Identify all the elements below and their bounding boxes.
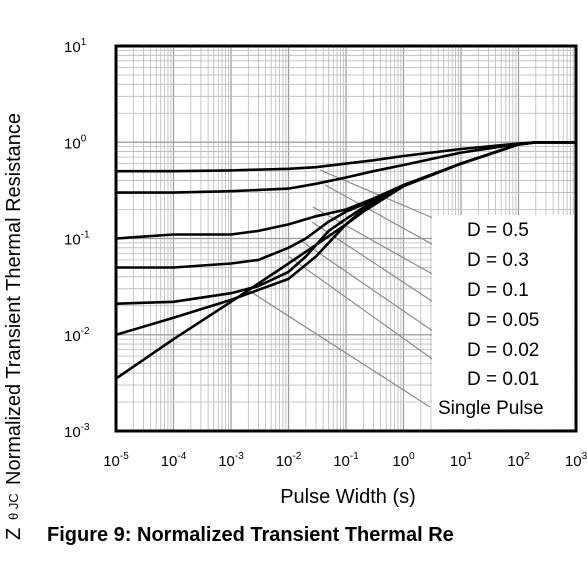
y-axis-label-symbol: Z [3, 528, 25, 540]
legend-label: D = 0.3 [467, 250, 529, 271]
legend-guide-line [287, 255, 460, 379]
legend-label: D = 0.02 [467, 340, 539, 361]
x-tick-label: 10-1 [333, 451, 359, 470]
legend: D = 0.5 D = 0.3 D = 0.1 D = 0.05 D = 0.02 D =… [438, 220, 544, 419]
legend-guide-line [247, 289, 431, 408]
legend-label: D = 0.1 [467, 280, 529, 301]
x-tick-label: 102 [507, 451, 530, 470]
y-tick-label: 10-2 [64, 326, 90, 345]
y-axis-label: Z θ JC Normalized Transient Thermal Resi… [3, 113, 25, 540]
x-tick-label: 101 [450, 451, 473, 470]
y-axis-label-subscript: θ JC [6, 493, 21, 520]
x-tick-label: 10-2 [276, 451, 302, 470]
x-tick-label: 10-5 [103, 451, 129, 470]
x-tick-label: 103 [565, 451, 587, 470]
x-axis-label: Pulse Width (s) [280, 486, 416, 508]
x-tick-label: 10-4 [161, 451, 187, 470]
y-tick-label: 100 [64, 133, 87, 152]
grid-layer [115, 46, 576, 432]
legend-label: D = 0.01 [467, 369, 539, 390]
y-tick-label: 10-1 [64, 230, 90, 249]
plot-frame [114, 44, 578, 433]
legend-background [432, 215, 574, 429]
x-tick-label: 100 [392, 451, 415, 470]
legend-label: Single Pulse [438, 398, 544, 419]
y-axis-label-text: Normalized Transient Thermal Resistance [3, 113, 25, 485]
series-line-6 [115, 141, 576, 380]
x-tick-labels: 10-5 10-4 10-3 10-2 10-1 100 101 102 103 [103, 451, 587, 470]
legend-label: D = 0.05 [467, 310, 539, 331]
y-tick-labels: 10-3 10-2 10-1 100 101 [64, 37, 90, 441]
y-tick-label: 101 [64, 37, 87, 56]
legend-label: D = 0.5 [467, 220, 529, 241]
y-tick-label: 10-3 [64, 422, 90, 441]
series-layer [115, 141, 576, 380]
figure-caption: Figure 9: Normalized Transient Thermal R… [47, 524, 454, 546]
x-tick-label: 10-3 [218, 451, 244, 470]
